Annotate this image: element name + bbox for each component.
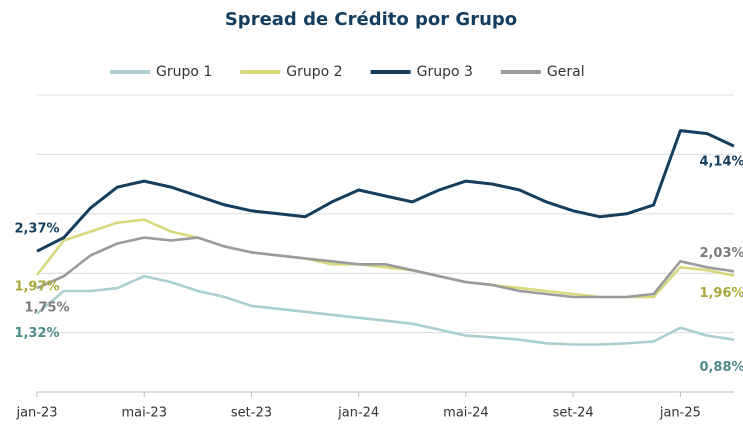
series-line [36, 274, 735, 346]
x-tick-label: mai-24 [443, 406, 488, 421]
data-label: 0,88% [699, 360, 743, 375]
legend-item: Geral [500, 64, 585, 80]
data-label: 2,37% [14, 222, 59, 237]
data-label: 1,32% [14, 326, 59, 341]
x-tick-label: jan-24 [337, 406, 379, 421]
series-line [36, 236, 735, 299]
legend-label: Grupo 3 [417, 64, 473, 80]
legend: Grupo 1 Grupo 2 Grupo 3 Geral [110, 64, 585, 80]
legend-label: Geral [547, 64, 585, 80]
data-label: 1,75% [24, 301, 69, 316]
x-tick-label: set-24 [553, 406, 594, 421]
data-label: 4,14% [699, 155, 743, 170]
data-label: 2,03% [699, 246, 743, 261]
series-line [36, 129, 735, 253]
x-tick-label: jan-25 [659, 406, 701, 421]
legend-label: Grupo 1 [156, 64, 212, 80]
x-tick-label: mai-23 [121, 406, 166, 421]
data-label: 1,96% [699, 286, 743, 301]
data-label: 1,97% [14, 279, 59, 294]
series-line [35, 218, 735, 299]
x-tick-label: set-23 [231, 406, 272, 421]
legend-label: Grupo 2 [286, 64, 342, 80]
legend-item: Grupo 1 [110, 64, 212, 80]
x-tick-label: jan-23 [15, 406, 57, 421]
legend-item: Grupo 3 [370, 64, 473, 80]
chart-title: Spread de Crédito por Grupo [225, 9, 517, 30]
legend-item: Grupo 2 [240, 64, 343, 80]
